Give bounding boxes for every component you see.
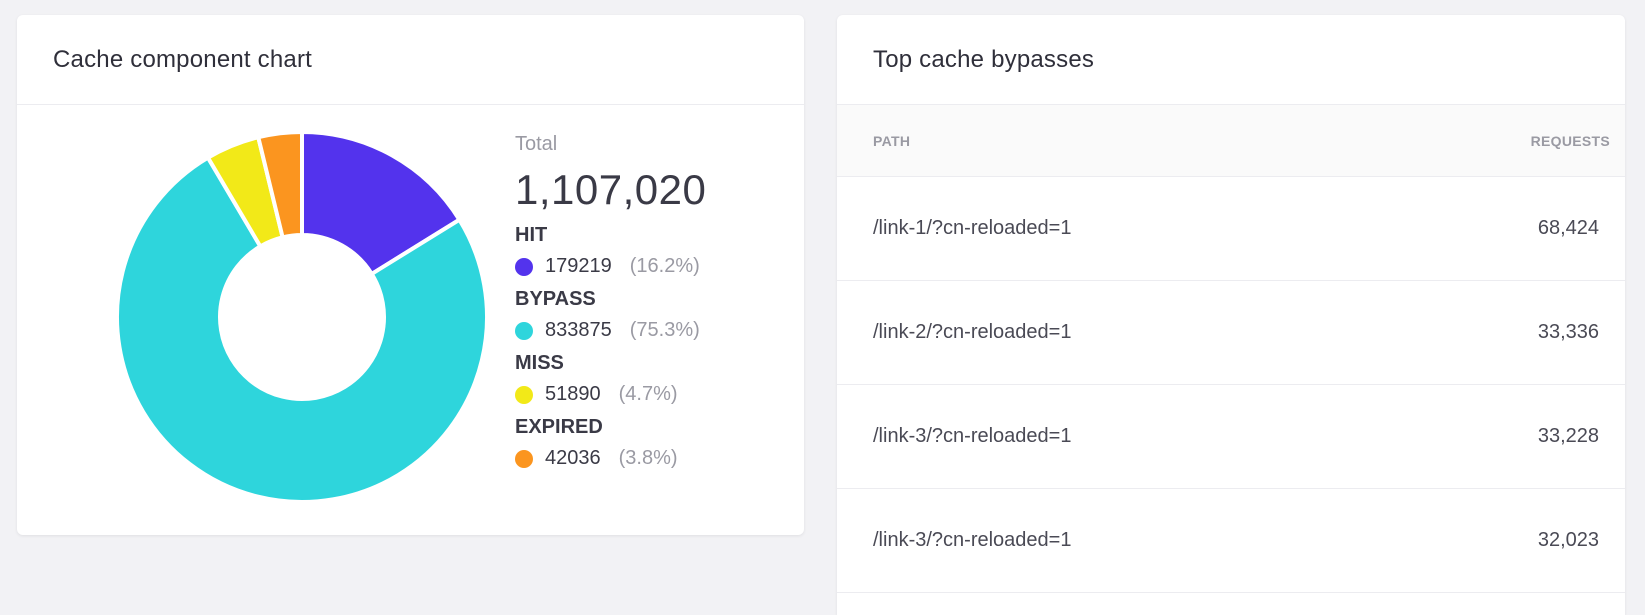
row-requests: 68,424 <box>1537 217 1599 239</box>
cache-component-card: Cache component chart Total 1,107,020 HI… <box>17 15 804 535</box>
top-cache-bypasses-card: Top cache bypasses PATH REQUESTS /link-1… <box>837 15 1625 615</box>
legend-count: 179219 <box>545 255 612 277</box>
card-title: Cache component chart <box>53 45 313 73</box>
legend-item-expired: EXPIRED 42036 (3.8%) <box>515 416 795 470</box>
column-header-path[interactable]: PATH <box>873 132 911 149</box>
legend-count: 51890 <box>545 383 601 405</box>
total-label: Total <box>515 133 558 155</box>
legend-name: BYPASS <box>515 288 596 310</box>
card-header: Top cache bypasses <box>837 15 1625 105</box>
chart-legend: Total 1,107,020 HIT 179219 (16.2%) BYPAS… <box>515 133 795 470</box>
legend-name: HIT <box>515 224 548 246</box>
row-requests: 33,336 <box>1537 321 1599 343</box>
legend-count: 42036 <box>545 447 601 469</box>
table-row[interactable]: /link-1/?cn-reloaded=1 68,424 <box>837 177 1625 281</box>
donut-slice-expired[interactable] <box>256 131 304 240</box>
legend-name: MISS <box>515 352 564 374</box>
legend-item-hit: HIT 179219 (16.2%) <box>515 224 795 278</box>
row-path: /link-3/?cn-reloaded=1 <box>873 529 1072 551</box>
legend-percent: (75.3%) <box>629 319 700 341</box>
legend-item-bypass: BYPASS 833875 (75.3%) <box>515 288 795 342</box>
legend-dot-icon <box>515 385 533 404</box>
table-row[interactable]: /link-3/?cn-reloaded=1 33,228 <box>837 385 1625 489</box>
row-requests: 33,228 <box>1537 425 1599 447</box>
card-title: Top cache bypasses <box>873 45 1095 73</box>
legend-percent: (4.7%) <box>618 383 678 405</box>
row-path: /link-1/?cn-reloaded=1 <box>873 217 1072 239</box>
row-requests: 32,023 <box>1537 529 1599 551</box>
total-value: 1,107,020 <box>515 166 707 213</box>
legend-dot-icon <box>515 321 533 340</box>
donut-slice-bypass[interactable] <box>116 155 488 503</box>
card-header: Cache component chart <box>17 15 804 105</box>
legend-percent: (3.8%) <box>618 447 678 469</box>
table-row[interactable]: /link-2/?cn-reloaded=1 33,336 <box>837 281 1625 385</box>
legend-name: EXPIRED <box>515 416 603 438</box>
table-header: PATH REQUESTS <box>837 105 1625 177</box>
legend-count: 833875 <box>545 319 612 341</box>
legend-percent: (16.2%) <box>629 255 700 277</box>
row-path: /link-2/?cn-reloaded=1 <box>873 321 1072 343</box>
legend-item-miss: MISS 51890 (4.7%) <box>515 352 795 406</box>
table-row[interactable]: /link-3/?cn-reloaded=1 32,023 <box>837 489 1625 593</box>
donut-chart <box>116 131 488 503</box>
donut-slice-hit[interactable] <box>300 131 462 276</box>
legend-dot-icon <box>515 257 533 276</box>
column-header-requests[interactable]: REQUESTS <box>1530 132 1610 149</box>
legend-dot-icon <box>515 449 533 468</box>
row-path: /link-3/?cn-reloaded=1 <box>873 425 1072 447</box>
